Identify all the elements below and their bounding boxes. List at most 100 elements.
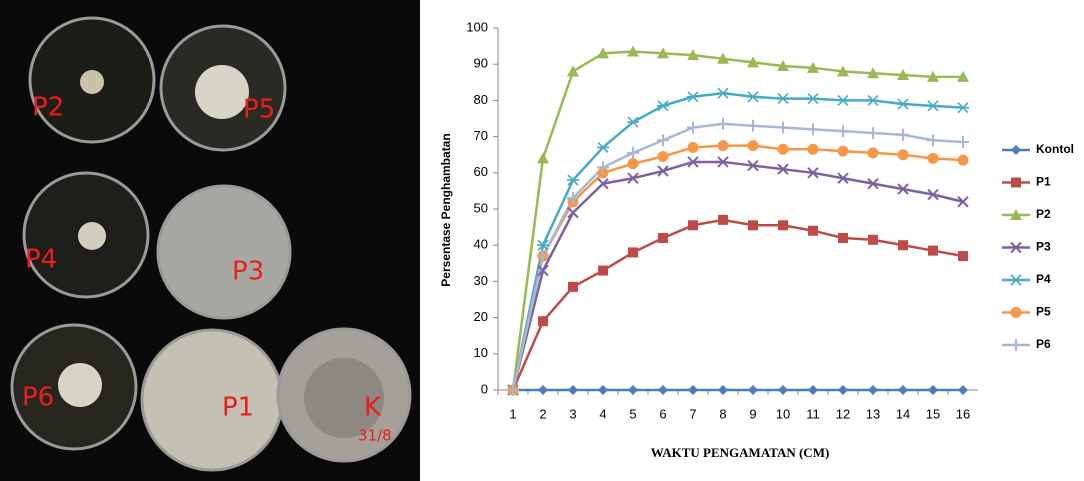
data-point xyxy=(688,385,698,395)
data-point xyxy=(928,153,939,164)
data-point xyxy=(598,266,608,276)
dish-label: P3 xyxy=(232,257,264,287)
data-point xyxy=(837,95,849,105)
legend-label: P5 xyxy=(1036,305,1051,319)
data-point xyxy=(748,220,758,230)
legend-label: P1 xyxy=(1036,175,1051,189)
x-tick-label: 3 xyxy=(569,406,576,421)
data-point xyxy=(838,385,848,395)
dish-label: P5 xyxy=(243,95,275,125)
data-point xyxy=(568,282,578,292)
x-tick-label: 9 xyxy=(749,406,756,421)
legend-label: P6 xyxy=(1036,337,1051,351)
dish-label: 31/8 xyxy=(358,427,392,445)
legend-label: P2 xyxy=(1036,207,1051,221)
data-point xyxy=(598,385,608,395)
x-tick-label: 8 xyxy=(719,406,726,421)
data-point xyxy=(958,251,968,261)
data-point xyxy=(957,103,969,113)
data-point xyxy=(568,208,578,218)
x-tick-label: 4 xyxy=(599,406,606,421)
data-point xyxy=(807,123,819,135)
data-point xyxy=(747,92,759,102)
data-point xyxy=(778,220,788,230)
data-point xyxy=(657,101,669,111)
data-point xyxy=(688,220,698,230)
series-line xyxy=(513,93,963,390)
y-axis-label: Persentase Penghambatan xyxy=(439,133,453,286)
dish-label: K xyxy=(364,393,382,423)
x-tick-label: 5 xyxy=(629,406,636,421)
legend-label: P3 xyxy=(1036,240,1051,254)
series-line xyxy=(513,220,963,390)
page: P2 P5 P4 P3 P6 P1 K 31/8 Persentase Peng… xyxy=(0,0,1084,481)
data-point xyxy=(867,95,879,105)
data-point xyxy=(597,142,609,152)
data-point xyxy=(718,215,728,225)
x-tick-label: 13 xyxy=(866,406,880,421)
data-point xyxy=(958,385,968,395)
data-point xyxy=(777,94,789,104)
data-point xyxy=(628,158,639,169)
data-point xyxy=(627,117,639,127)
dish-label: P1 xyxy=(222,393,254,423)
x-tick-label: 16 xyxy=(956,406,970,421)
data-point xyxy=(687,92,699,102)
data-point xyxy=(897,129,909,141)
data-point xyxy=(898,385,908,395)
x-tick-label: 1 xyxy=(509,406,516,421)
y-tick-label: 70 xyxy=(474,128,488,143)
dish-label: P4 xyxy=(25,245,57,275)
legend-marker xyxy=(1011,178,1021,188)
legend-marker xyxy=(1010,275,1022,285)
data-point xyxy=(928,246,938,256)
data-point xyxy=(897,99,909,109)
data-point xyxy=(898,149,909,160)
data-point xyxy=(838,146,849,157)
data-point xyxy=(927,134,939,146)
data-point xyxy=(868,147,879,158)
data-point xyxy=(718,140,729,151)
data-point xyxy=(867,127,879,139)
x-tick-label: 2 xyxy=(539,406,546,421)
data-point xyxy=(808,385,818,395)
data-point xyxy=(747,120,759,132)
data-point xyxy=(538,385,548,395)
data-point xyxy=(627,147,639,159)
x-tick-label: 10 xyxy=(776,406,790,421)
y-tick-label: 100 xyxy=(466,19,488,34)
data-point xyxy=(777,122,789,134)
y-tick-label: 90 xyxy=(474,56,488,71)
y-tick-label: 60 xyxy=(474,164,488,179)
data-point xyxy=(957,136,969,148)
data-point xyxy=(838,233,848,243)
data-point xyxy=(658,385,668,395)
y-tick-label: 30 xyxy=(474,273,488,288)
data-point xyxy=(778,144,789,155)
data-point xyxy=(927,101,939,111)
x-tick-label: 7 xyxy=(689,406,696,421)
y-tick-label: 10 xyxy=(474,345,488,360)
data-point xyxy=(717,88,729,98)
data-point xyxy=(688,142,699,153)
data-point xyxy=(538,316,548,326)
data-point xyxy=(567,175,579,185)
y-tick-label: 80 xyxy=(474,92,488,107)
data-point xyxy=(717,118,729,130)
data-point xyxy=(718,385,728,395)
data-point xyxy=(537,152,549,163)
data-point xyxy=(808,226,818,236)
data-point xyxy=(748,140,759,151)
y-tick-label: 50 xyxy=(474,200,488,215)
series-line xyxy=(513,146,963,390)
x-tick-label: 11 xyxy=(806,406,820,421)
x-axis-label: WAKTU PENGAMATAN (CM) xyxy=(651,445,830,460)
x-tick-label: 14 xyxy=(896,406,910,421)
data-point xyxy=(807,94,819,104)
data-point xyxy=(568,385,578,395)
data-point xyxy=(687,122,699,134)
x-tick-label: 6 xyxy=(659,406,666,421)
data-point xyxy=(657,134,669,146)
legend-marker xyxy=(1010,339,1022,351)
data-point xyxy=(958,155,969,166)
